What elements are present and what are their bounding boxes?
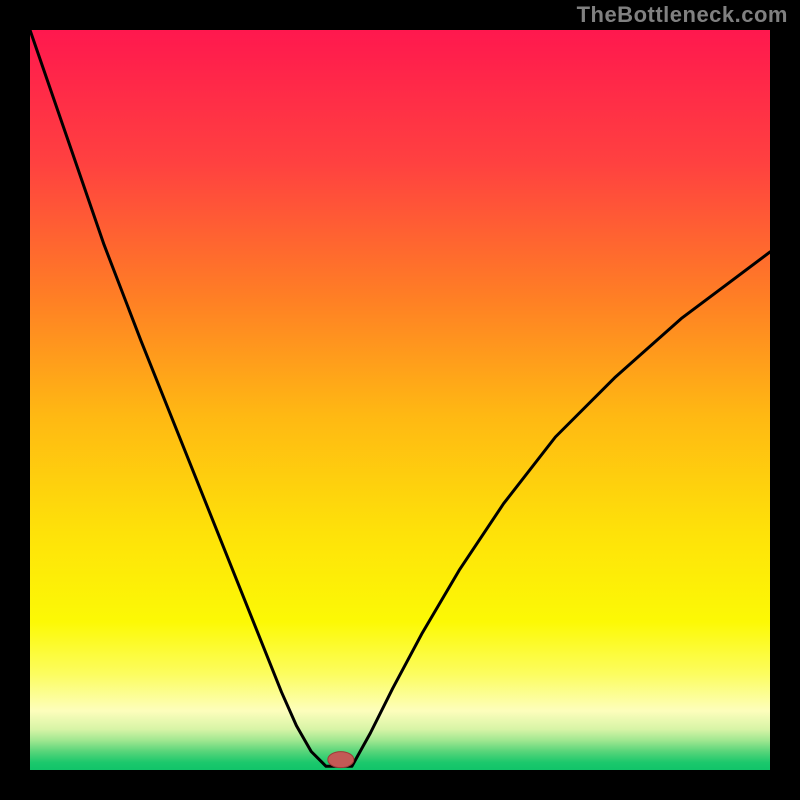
watermark-text: TheBottleneck.com: [577, 0, 800, 30]
chart-wrapper: TheBottleneck.com: [0, 0, 800, 800]
bottleneck-plot: [30, 30, 770, 770]
plot-background: [30, 30, 770, 770]
optimal-point-marker: [328, 752, 354, 768]
